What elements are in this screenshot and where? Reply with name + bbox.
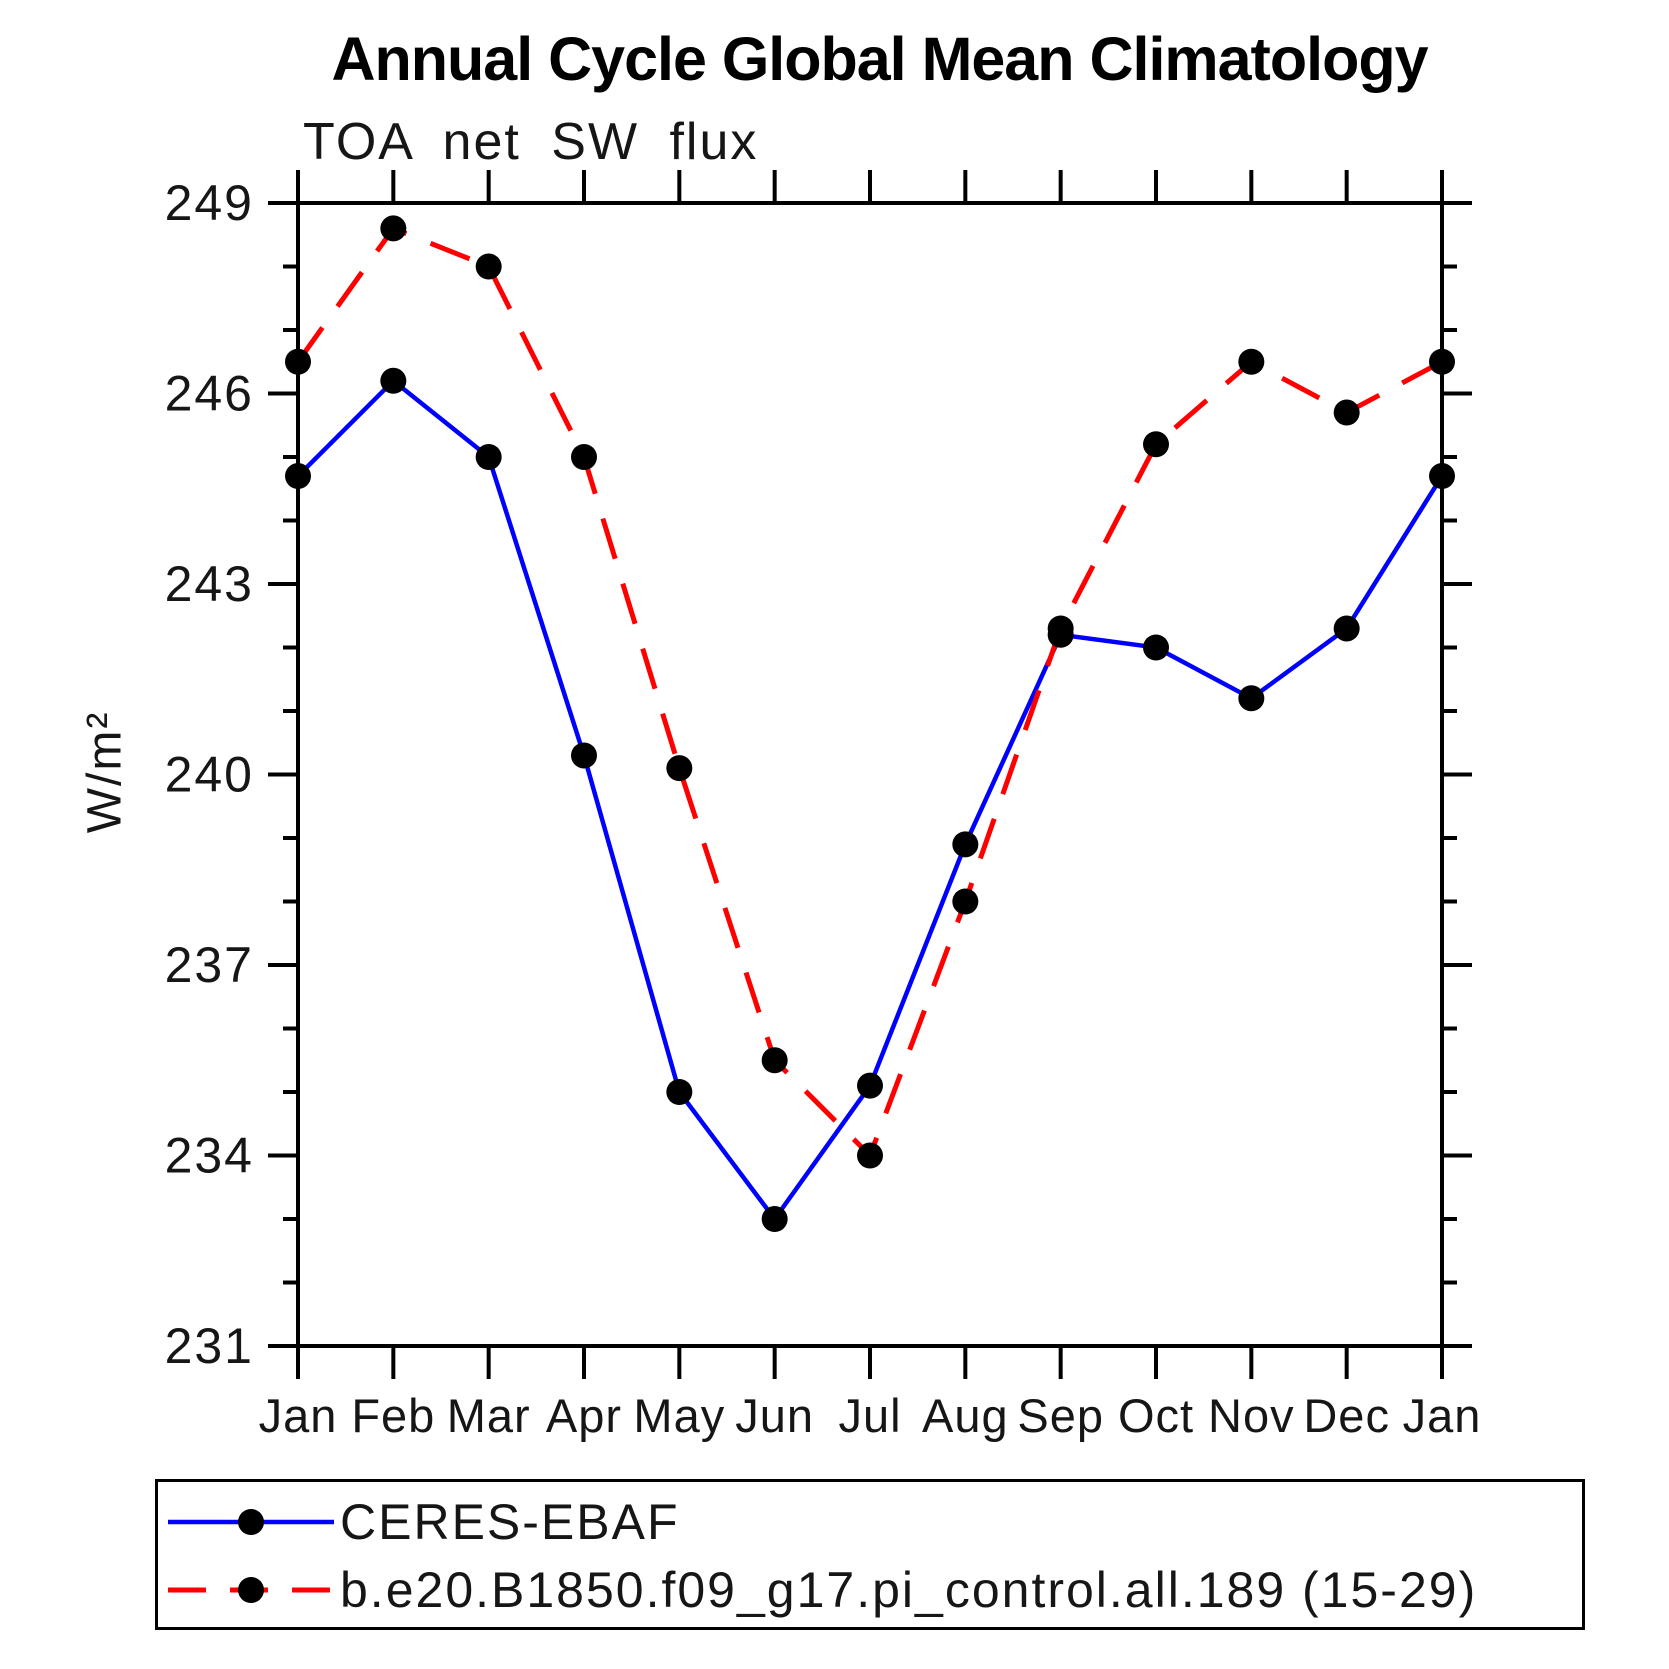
- x-tick-label: Nov: [1208, 1389, 1295, 1442]
- legend-marker-dot-icon: [238, 1509, 264, 1535]
- data-point-0-Aug: [952, 831, 979, 858]
- data-point-1-Jan: [285, 348, 311, 375]
- legend-item-ceres-ebaf: CERES-EBAF: [162, 1494, 680, 1550]
- data-point-1-Sep: [1047, 615, 1074, 642]
- y-tick-label: 234: [165, 1128, 254, 1184]
- y-tick-label: 231: [165, 1318, 254, 1374]
- legend-line-sample-solid: [168, 1509, 334, 1535]
- data-point-1-Aug: [952, 888, 979, 915]
- y-tick-label: 249: [165, 175, 254, 231]
- y-tick-label: 243: [165, 556, 254, 612]
- data-point-1-May: [666, 755, 693, 782]
- chart-subtitle: TOA net SW flux: [303, 113, 759, 171]
- legend-item-model: b.e20.B1850.f09_g17.pi_control.all.189 (…: [162, 1562, 1478, 1618]
- data-point-1-Jun: [761, 1047, 788, 1074]
- data-point-0-May: [666, 1079, 693, 1105]
- legend: CERES-EBAF b.e20.B1850.f09_g17.pi_contro…: [155, 1479, 1585, 1630]
- data-point-1-Apr: [571, 444, 597, 470]
- data-point-1-Mar: [475, 253, 502, 280]
- legend-label: CERES-EBAF: [340, 1494, 680, 1550]
- x-tick-label: May: [633, 1389, 725, 1442]
- data-point-0-Feb: [380, 367, 407, 394]
- data-point-0-Jan: [1429, 463, 1455, 490]
- data-point-0-Dec: [1333, 615, 1360, 642]
- data-point-0-Jun: [761, 1206, 788, 1232]
- series-line-1: [295, 225, 1444, 1158]
- data-point-1-Nov: [1238, 348, 1265, 375]
- y-tick-label: 246: [165, 366, 254, 422]
- x-tick-label: Aug: [922, 1389, 1009, 1442]
- data-point-1-Dec: [1333, 399, 1360, 426]
- y-tick-label: 240: [165, 747, 254, 803]
- x-tick-label: Jun: [735, 1389, 814, 1442]
- chart-title: Annual Cycle Global Mean Climatology: [331, 25, 1428, 93]
- data-point-0-Jan: [285, 463, 311, 490]
- data-point-0-Apr: [571, 742, 597, 769]
- x-tick-label: Dec: [1303, 1389, 1390, 1442]
- data-point-1-Jan: [1429, 348, 1455, 375]
- legend-marker-dot-icon: [238, 1577, 264, 1603]
- x-tick-label: Oct: [1118, 1389, 1194, 1442]
- data-point-0-Mar: [475, 444, 502, 470]
- x-tick-label: Jan: [259, 1389, 338, 1442]
- y-tick-label: 237: [165, 937, 254, 993]
- data-point-0-Oct: [1143, 634, 1169, 661]
- x-tick-label: Sep: [1017, 1389, 1104, 1442]
- legend-line-sample-dashed: [168, 1577, 334, 1603]
- x-tick-label: Jul: [838, 1389, 901, 1442]
- data-point-0-Jul: [857, 1072, 883, 1099]
- x-tick-label: Mar: [447, 1389, 531, 1442]
- data-point-0-Nov: [1238, 685, 1265, 712]
- legend-label: b.e20.B1850.f09_g17.pi_control.all.189 (…: [340, 1562, 1478, 1618]
- x-tick-label: Feb: [351, 1389, 435, 1442]
- data-point-1-Feb: [380, 215, 407, 242]
- data-point-1-Jul: [857, 1142, 883, 1169]
- x-tick-label: Jan: [1403, 1389, 1482, 1442]
- data-point-1-Oct: [1143, 431, 1169, 458]
- y-axis-label: W/m²: [78, 710, 132, 834]
- x-tick-label: Apr: [546, 1389, 622, 1442]
